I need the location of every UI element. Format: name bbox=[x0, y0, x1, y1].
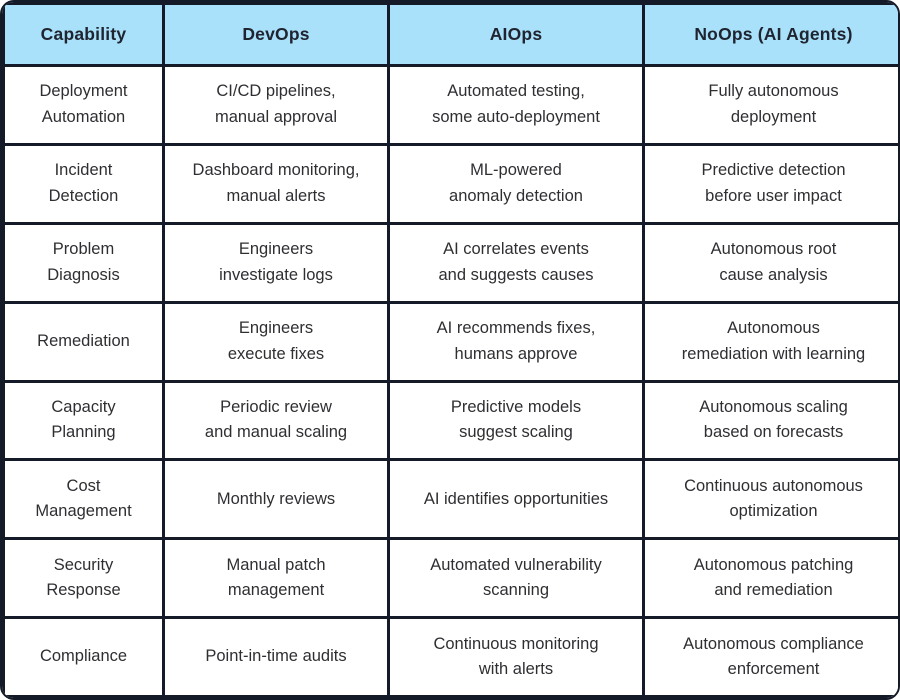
cell-capability: Security Response bbox=[2, 537, 165, 620]
cell-devops: Dashboard monitoring, manual alerts bbox=[162, 142, 390, 225]
cell-capability: Remediation bbox=[2, 300, 165, 383]
cell-aiops: ML-powered anomaly detection bbox=[387, 142, 645, 225]
table-row: Remediation Engineers execute fixes AI r… bbox=[2, 300, 898, 383]
cell-devops: Engineers investigate logs bbox=[162, 221, 390, 304]
table-row: Cost Management Monthly reviews AI ident… bbox=[2, 458, 898, 541]
table-row: Compliance Point-in-time audits Continuo… bbox=[2, 616, 898, 698]
cell-noops: Autonomous patching and remediation bbox=[642, 537, 898, 620]
cell-aiops: AI correlates events and suggests causes bbox=[387, 221, 645, 304]
cell-capability: Problem Diagnosis bbox=[2, 221, 165, 304]
cell-aiops: Automated vulnerability scanning bbox=[387, 537, 645, 620]
cell-capability: Compliance bbox=[2, 616, 165, 698]
header-row: Capability DevOps AIOps NoOps (AI Agents… bbox=[2, 2, 898, 67]
cell-devops: Point-in-time audits bbox=[162, 616, 390, 698]
cell-noops: Fully autonomous deployment bbox=[642, 64, 898, 146]
cell-devops: Monthly reviews bbox=[162, 458, 390, 541]
cell-devops: Manual patch management bbox=[162, 537, 390, 620]
table-row: Capacity Planning Periodic review and ma… bbox=[2, 379, 898, 462]
table-row: Deployment Automation CI/CD pipelines, m… bbox=[2, 64, 898, 146]
cell-capability: Cost Management bbox=[2, 458, 165, 541]
table-row: Incident Detection Dashboard monitoring,… bbox=[2, 142, 898, 225]
cell-aiops: Predictive models suggest scaling bbox=[387, 379, 645, 462]
cell-capability: Capacity Planning bbox=[2, 379, 165, 462]
cell-devops: Periodic review and manual scaling bbox=[162, 379, 390, 462]
cell-devops: Engineers execute fixes bbox=[162, 300, 390, 383]
cell-capability: Deployment Automation bbox=[2, 64, 165, 146]
table-row: Problem Diagnosis Engineers investigate … bbox=[2, 221, 898, 304]
cell-noops: Autonomous remediation with learning bbox=[642, 300, 898, 383]
cell-noops: Predictive detection before user impact bbox=[642, 142, 898, 225]
column-header-devops: DevOps bbox=[162, 2, 390, 67]
cell-aiops: AI recommends fixes, humans approve bbox=[387, 300, 645, 383]
cell-aiops: AI identifies opportunities bbox=[387, 458, 645, 541]
cell-aiops: Automated testing, some auto-deployment bbox=[387, 64, 645, 146]
cell-devops: CI/CD pipelines, manual approval bbox=[162, 64, 390, 146]
column-header-aiops: AIOps bbox=[387, 2, 645, 67]
column-header-noops: NoOps (AI Agents) bbox=[642, 2, 898, 67]
cell-noops: Continuous autonomous optimization bbox=[642, 458, 898, 541]
cell-capability: Incident Detection bbox=[2, 142, 165, 225]
table-row: Security Response Manual patch managemen… bbox=[2, 537, 898, 620]
cell-noops: Autonomous scaling based on forecasts bbox=[642, 379, 898, 462]
cell-noops: Autonomous compliance enforcement bbox=[642, 616, 898, 698]
cell-noops: Autonomous root cause analysis bbox=[642, 221, 898, 304]
column-header-capability: Capability bbox=[2, 2, 165, 67]
cell-aiops: Continuous monitoring with alerts bbox=[387, 616, 645, 698]
